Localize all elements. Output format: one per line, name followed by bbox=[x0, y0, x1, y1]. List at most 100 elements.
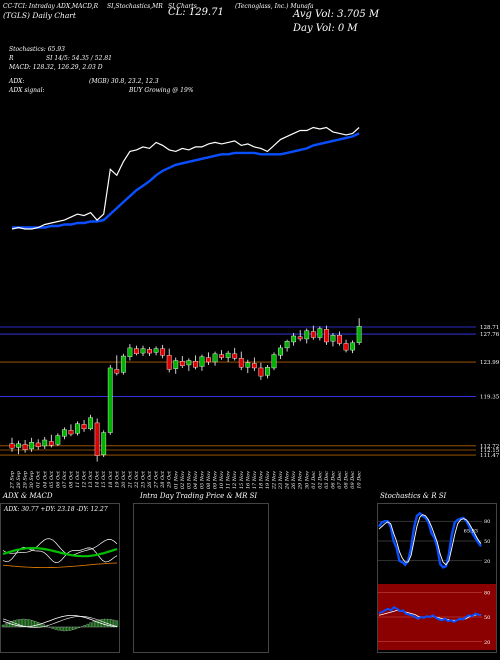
candle-body bbox=[35, 442, 41, 447]
date-tick-label: 18 Nov bbox=[258, 471, 264, 489]
candle-body bbox=[94, 422, 100, 456]
date-tick-label: 24 Nov bbox=[285, 471, 291, 490]
macd-signal-line bbox=[2, 616, 118, 628]
macd-histogram-bar bbox=[25, 619, 28, 628]
date-tick-label: 04 Nov bbox=[193, 471, 199, 489]
price-level-label: 112.72 bbox=[480, 444, 499, 450]
date-tick-label: 01 Nov bbox=[173, 471, 179, 489]
date-tick-label: 15 Oct bbox=[101, 470, 107, 488]
macd-histogram-bar bbox=[60, 626, 63, 631]
candle-body bbox=[317, 328, 323, 338]
candle-body bbox=[324, 329, 329, 343]
macd-histogram-bar bbox=[66, 626, 69, 632]
date-tick-label: 19 Nov bbox=[265, 471, 271, 489]
macd-histogram-bar bbox=[19, 619, 22, 628]
macd-histogram-bar bbox=[31, 620, 34, 628]
header-title-sym: SI Charts bbox=[168, 3, 197, 10]
candle-body bbox=[356, 326, 362, 343]
macd-histogram-bar bbox=[16, 619, 19, 628]
date-tick-label: 23 Nov bbox=[278, 471, 284, 490]
macd-histogram-bar bbox=[72, 626, 75, 631]
macd-histogram-bar bbox=[57, 626, 60, 631]
date-tick-label: 08 Oct bbox=[68, 470, 74, 488]
candle-body bbox=[350, 342, 355, 351]
macd-histogram-bar bbox=[92, 621, 95, 628]
macd-histogram-bar bbox=[1, 624, 5, 628]
date-tick-label: 07 Dec bbox=[337, 471, 343, 489]
date-tick-label: 19 Oct bbox=[114, 470, 120, 488]
date-tick-label: 29 Oct bbox=[167, 470, 173, 489]
adx-macd-panel: ADX: 30.77 +DY: 23.18 -DY: 12.27 bbox=[0, 503, 120, 653]
date-tick-label: 22 Nov bbox=[272, 471, 278, 490]
candle-body bbox=[225, 352, 231, 358]
candle-body bbox=[304, 330, 310, 340]
candle-body bbox=[173, 360, 179, 369]
adx-panel-readout: ADX: 30.77 +DY: 23.18 -DY: 12.27 bbox=[4, 506, 108, 513]
header-title-mid: SI,Stochastics,MR bbox=[107, 3, 163, 10]
date-tick-label: 11 Oct bbox=[75, 470, 81, 488]
stochastics-readout: Stochastics: 65.93 bbox=[9, 46, 65, 53]
candle-body bbox=[186, 360, 192, 366]
candle-body bbox=[29, 442, 35, 450]
adx-signal-line bbox=[2, 562, 118, 569]
stoch-level-label: 50 bbox=[484, 539, 490, 545]
price-level-label: 127.76 bbox=[480, 332, 500, 338]
moving-average-line bbox=[12, 132, 360, 229]
candle-body bbox=[343, 343, 349, 351]
candle-body bbox=[114, 369, 120, 374]
day-volume: Day Vol: 0 M bbox=[293, 23, 358, 34]
stoch-level-label: 20 bbox=[484, 559, 490, 565]
macd-histogram-bar bbox=[45, 626, 48, 628]
date-tick-label: 06 Oct bbox=[55, 470, 61, 488]
header-close-price: CL: 129.71 bbox=[168, 7, 224, 18]
date-tick-label: 26 Oct bbox=[147, 470, 153, 489]
candle-body bbox=[219, 354, 224, 358]
date-tick-label: 05 Nov bbox=[199, 471, 205, 489]
date-tick-label: 08 Nov bbox=[206, 471, 212, 489]
date-tick-label: 09 Nov bbox=[213, 471, 219, 489]
date-tick-label: 26 Nov bbox=[291, 471, 297, 490]
candle-body bbox=[297, 336, 303, 340]
candle-body bbox=[337, 335, 342, 344]
candle-body bbox=[153, 348, 159, 353]
date-tick-label: 27 Sep bbox=[10, 470, 16, 489]
macd-histogram-bar bbox=[86, 623, 89, 628]
header-company: (Tecnoglass, Inc.) Munafa bbox=[235, 3, 314, 10]
candle-body bbox=[55, 435, 61, 445]
date-tick-label: 29 Sep bbox=[23, 470, 29, 489]
date-tick-label: 05 Oct bbox=[49, 470, 55, 488]
macd-histogram-bar bbox=[22, 618, 25, 628]
date-tick-label: 21 Oct bbox=[127, 470, 133, 489]
candle-body bbox=[258, 367, 264, 377]
adx-line bbox=[2, 546, 118, 558]
rsi-level-label: 20 bbox=[484, 640, 490, 646]
date-tick-label: 10 Nov bbox=[219, 471, 225, 489]
candle-body bbox=[75, 423, 80, 434]
macd-histogram-bar bbox=[28, 619, 31, 628]
macd-histogram-bar bbox=[112, 619, 116, 628]
date-tick-label: 03 Nov bbox=[186, 471, 192, 489]
date-tick-label: 12 Oct bbox=[82, 470, 88, 488]
date-tick-label: 27 Oct bbox=[154, 470, 160, 489]
macd-histogram-bar bbox=[42, 624, 46, 628]
date-tick-label: 06 Dec bbox=[330, 471, 336, 489]
candle-body bbox=[42, 439, 48, 447]
macd-histogram-bar bbox=[74, 626, 78, 630]
date-tick-label: 08 Dec bbox=[344, 471, 350, 489]
plus-di-line bbox=[2, 538, 118, 556]
macd-histogram-bar bbox=[110, 619, 113, 628]
macd-histogram-bar bbox=[4, 623, 8, 628]
stoch-value-label: 65.93 bbox=[464, 528, 478, 534]
candle-body bbox=[134, 348, 139, 355]
date-tick-label: 13 Oct bbox=[88, 470, 94, 488]
macd-histogram-bar bbox=[83, 625, 86, 628]
macd-histogram-bar bbox=[34, 621, 37, 628]
rsi-level-label: 50 bbox=[484, 615, 490, 621]
stoch-panel-title: Stochastics & R SI bbox=[380, 492, 447, 500]
date-tick-label: 20 Oct bbox=[121, 470, 127, 489]
candle-body bbox=[251, 363, 257, 369]
candle-body bbox=[101, 432, 107, 456]
intraday-panel-title: Intra Day Trading Price & MR SI bbox=[140, 492, 258, 500]
candle-body bbox=[120, 355, 126, 373]
